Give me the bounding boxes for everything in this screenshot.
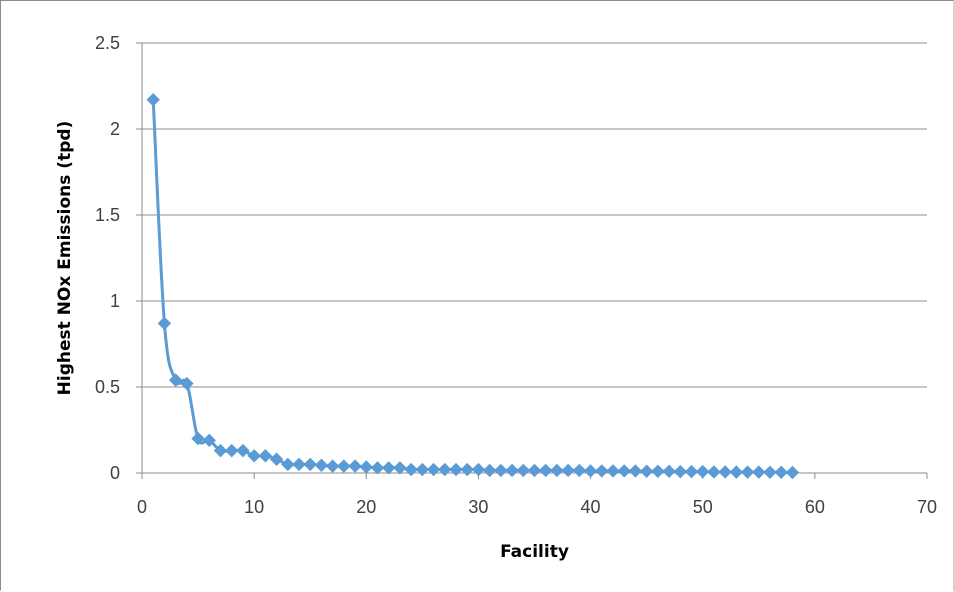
data-point-marker bbox=[393, 461, 407, 475]
x-tick-label: 20 bbox=[356, 497, 376, 517]
data-point-marker bbox=[213, 443, 228, 458]
data-point-marker bbox=[225, 443, 239, 458]
data-point-marker bbox=[763, 465, 777, 480]
data-point-marker bbox=[258, 449, 273, 463]
data-point-marker bbox=[572, 463, 587, 478]
y-tick-label: 2 bbox=[110, 119, 120, 139]
data-point-marker bbox=[449, 462, 463, 477]
data-markers bbox=[146, 93, 800, 480]
data-point-marker bbox=[505, 463, 519, 478]
data-point-marker bbox=[415, 462, 430, 477]
data-point-marker bbox=[281, 457, 295, 472]
data-point-marker bbox=[539, 463, 553, 478]
data-point-marker bbox=[180, 376, 194, 391]
data-point-marker bbox=[348, 459, 362, 473]
data-point-marker bbox=[718, 465, 732, 479]
data-point-marker bbox=[527, 463, 542, 478]
data-point-marker bbox=[561, 463, 575, 478]
data-point-marker bbox=[651, 464, 665, 478]
data-point-marker bbox=[157, 316, 172, 331]
data-point-marker bbox=[325, 459, 340, 473]
x-tick-label: 60 bbox=[805, 497, 825, 517]
data-point-marker bbox=[752, 465, 766, 479]
data-point-marker bbox=[785, 465, 800, 480]
data-point-marker bbox=[595, 464, 609, 478]
data-point-marker bbox=[662, 464, 676, 478]
data-point-marker bbox=[247, 449, 261, 463]
data-point-marker bbox=[606, 464, 620, 478]
data-point-marker bbox=[426, 462, 441, 477]
data-point-marker bbox=[382, 461, 396, 475]
y-axis-title: Highest NOx Emissions (tpd) bbox=[55, 121, 75, 396]
data-point-marker bbox=[729, 465, 744, 479]
series-line-group bbox=[151, 98, 794, 474]
data-point-marker bbox=[292, 457, 306, 472]
gridlines bbox=[142, 42, 927, 388]
x-tick-label: 50 bbox=[693, 497, 713, 517]
data-point-marker bbox=[696, 464, 710, 479]
data-point-marker bbox=[494, 463, 508, 478]
data-point-marker bbox=[404, 462, 418, 477]
y-tick-label: 1.5 bbox=[95, 205, 120, 225]
data-point-marker bbox=[583, 464, 598, 478]
series-line bbox=[151, 98, 794, 474]
data-point-marker bbox=[740, 465, 755, 479]
data-point-marker bbox=[628, 464, 643, 478]
data-point-marker bbox=[191, 431, 205, 446]
y-tick-label: 2.5 bbox=[95, 33, 120, 53]
y-tick-label: 0 bbox=[110, 463, 120, 483]
data-point-marker bbox=[482, 463, 497, 478]
y-tick-label: 0.5 bbox=[95, 377, 120, 397]
data-point-marker bbox=[202, 433, 216, 448]
data-point-marker bbox=[550, 463, 564, 478]
data-point-marker bbox=[774, 465, 788, 480]
data-point-marker bbox=[370, 461, 385, 475]
data-point-marker bbox=[684, 464, 699, 479]
data-point-marker bbox=[673, 464, 687, 479]
data-point-marker bbox=[707, 465, 721, 479]
data-point-marker bbox=[460, 462, 474, 477]
y-tick-label: 1 bbox=[110, 291, 120, 311]
data-point-marker bbox=[359, 460, 373, 474]
x-tick-label: 0 bbox=[137, 497, 147, 517]
data-point-marker bbox=[617, 464, 631, 478]
data-point-marker bbox=[269, 452, 284, 466]
x-tick-label: 30 bbox=[468, 497, 488, 517]
data-point-marker bbox=[639, 464, 654, 478]
axes bbox=[136, 42, 928, 479]
x-tick-label: 70 bbox=[917, 497, 937, 517]
data-point-marker bbox=[236, 443, 250, 458]
data-point-marker bbox=[471, 462, 486, 477]
data-point-marker bbox=[337, 459, 351, 473]
data-point-marker bbox=[168, 373, 183, 387]
x-axis-title: Facility bbox=[500, 542, 569, 562]
data-point-marker bbox=[516, 463, 530, 478]
data-point-marker bbox=[303, 457, 317, 472]
data-point-marker bbox=[146, 93, 160, 107]
data-point-marker bbox=[438, 462, 452, 477]
tick-labels: 0 0.5 1 1.5 2 2.5 0 10 20 30 40 50 60 70 bbox=[95, 33, 937, 517]
x-tick-label: 40 bbox=[581, 497, 601, 517]
x-tick-label: 10 bbox=[244, 497, 264, 517]
data-point-marker bbox=[314, 458, 329, 472]
